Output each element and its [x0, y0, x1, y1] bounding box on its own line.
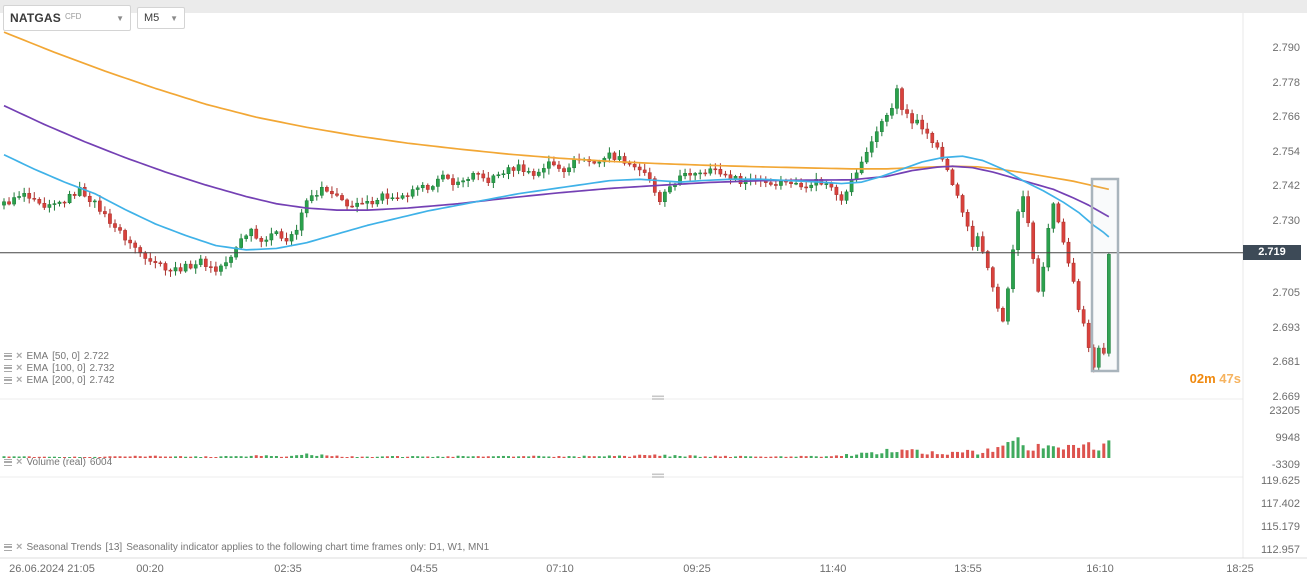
- chevron-down-icon: ▼: [116, 13, 124, 23]
- indicator-row-volume: × Volume (real) 6004: [4, 457, 112, 468]
- indicator-label: Seasonal Trends: [26, 542, 102, 553]
- price-axis-label: 2.681: [1272, 356, 1300, 369]
- time-axis-label: 18:25: [1226, 563, 1254, 575]
- time-axis-label: 07:10: [546, 563, 574, 575]
- chevron-down-icon: ▼: [170, 13, 178, 23]
- price-axis-label: 2.766: [1272, 111, 1300, 124]
- indicator-value: 6004: [89, 457, 113, 468]
- ema200-line: [3, 31, 1110, 191]
- volume-axis-label: 23205: [1269, 404, 1300, 417]
- volume-axis-label: 9948: [1275, 431, 1300, 444]
- instrument-selector[interactable]: NATGAS CFD ▼: [3, 5, 131, 31]
- indicator-settings-icon[interactable]: [4, 353, 12, 360]
- time-axis-label: 09:25: [683, 563, 711, 575]
- volume-axis-label: -3309: [1271, 458, 1300, 471]
- indicator-label: EMA: [26, 375, 49, 386]
- indicator-settings-icon[interactable]: [4, 377, 12, 384]
- current-price-badge: 2.719: [1243, 245, 1301, 261]
- time-axis-label: 26.06.2024 21:05: [9, 563, 95, 575]
- indicator-params: [13]: [105, 542, 123, 553]
- price-axis-label: 2.778: [1272, 76, 1300, 89]
- indicator-close-icon[interactable]: ×: [16, 350, 23, 362]
- time-axis-label: 04:55: [410, 563, 438, 575]
- indicator-settings-icon[interactable]: [4, 365, 12, 372]
- ema100-line: [3, 104, 1110, 218]
- indicator-row-ema50: × EMA [50, 0] 2.722: [4, 351, 109, 362]
- price-axis-label: 2.669: [1272, 391, 1300, 403]
- price-axis-label: 2.730: [1272, 215, 1300, 228]
- indicator-value: 2.722: [83, 351, 109, 362]
- instrument-name: NATGAS: [10, 11, 61, 25]
- indicator-close-icon[interactable]: ×: [16, 541, 23, 553]
- time-axis-label: 00:20: [136, 563, 164, 575]
- indicator-note: Seasonality indicator applies to the fol…: [126, 542, 490, 553]
- indicator-close-icon[interactable]: ×: [16, 456, 23, 468]
- timeframe-selector[interactable]: M5 ▼: [137, 7, 185, 29]
- indicator-row-ema100: × EMA [100, 0] 2.732: [4, 363, 115, 374]
- timer-minutes: 02m: [1189, 371, 1216, 386]
- ema50-line: [3, 153, 1110, 251]
- time-axis-label: 02:35: [274, 563, 302, 575]
- panel-resize-handle[interactable]: [652, 473, 664, 478]
- timer-seconds: 47s: [1219, 371, 1241, 386]
- indicator-close-icon[interactable]: ×: [16, 374, 23, 386]
- top-strip: [0, 0, 1307, 13]
- price-axis-label: 2.705: [1272, 287, 1300, 300]
- time-axis-label: 11:40: [819, 563, 847, 575]
- indicator-params: [50, 0]: [52, 351, 80, 362]
- time-axis-label: 13:55: [954, 563, 982, 575]
- price-axis-label: 2.754: [1272, 145, 1300, 158]
- volume-series: [2, 437, 1111, 458]
- candlestick-series: [2, 84, 1111, 373]
- indicator-settings-icon[interactable]: [4, 459, 12, 466]
- seasonal-axis-label: 115.179: [1261, 521, 1300, 533]
- price-axis-label: 2.790: [1272, 42, 1300, 54]
- indicator-label: EMA: [26, 363, 49, 374]
- highlight-box: [1090, 177, 1120, 373]
- panel-resize-handle[interactable]: [652, 395, 664, 400]
- indicator-value: 2.732: [89, 363, 115, 374]
- indicator-row-seasonal-trends: × Seasonal Trends [13] Seasonality indic…: [4, 542, 489, 553]
- indicator-label: Volume (real): [26, 457, 86, 468]
- candle-countdown-timer: 02m 47s: [1190, 371, 1241, 386]
- time-axis-label: 16:10: [1086, 563, 1114, 575]
- indicator-value: 2.742: [89, 375, 115, 386]
- indicator-close-icon[interactable]: ×: [16, 362, 23, 374]
- price-axis-label: 2.742: [1272, 180, 1300, 193]
- indicator-settings-icon[interactable]: [4, 544, 12, 551]
- seasonal-axis-label: 112.957: [1261, 544, 1300, 556]
- indicator-params: [100, 0]: [52, 363, 86, 374]
- seasonal-axis-label: 119.625: [1261, 475, 1300, 487]
- instrument-type-label: CFD: [64, 11, 82, 21]
- price-axis-label: 2.693: [1272, 321, 1300, 334]
- indicator-label: EMA: [26, 351, 49, 362]
- indicator-params: [200, 0]: [52, 375, 86, 386]
- timeframe-value: M5: [144, 12, 160, 24]
- seasonal-axis-label: 117.402: [1261, 498, 1300, 510]
- indicator-row-ema200: × EMA [200, 0] 2.742: [4, 375, 115, 386]
